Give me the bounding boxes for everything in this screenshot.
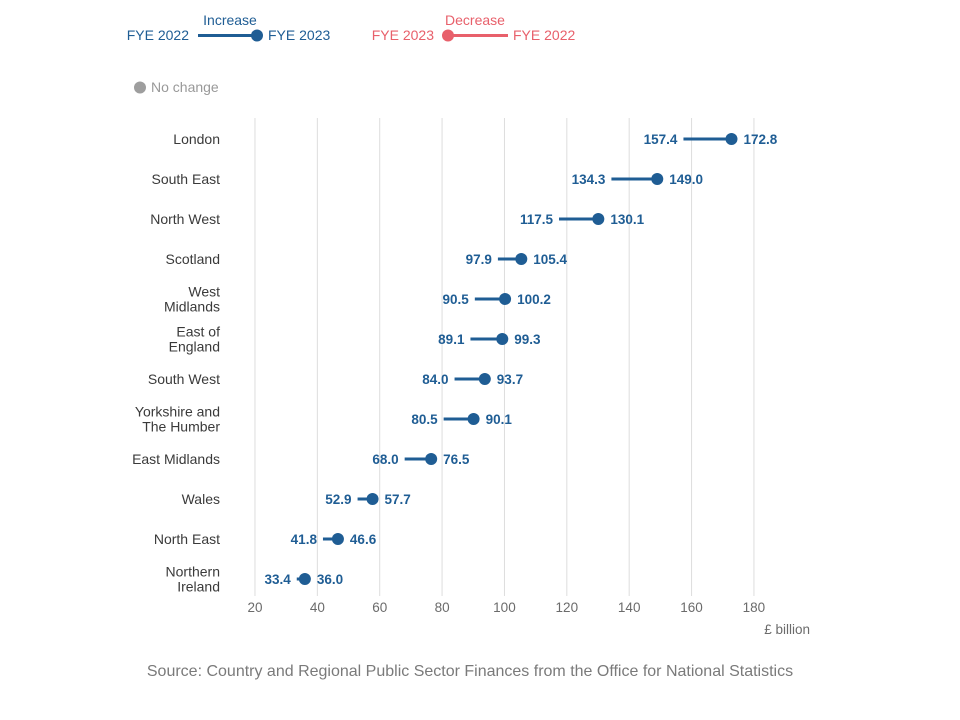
- value-label-fye-2022: 33.4: [264, 572, 291, 587]
- point-fye-2023: [592, 213, 605, 225]
- legend-increase-dot: [251, 29, 263, 42]
- legend: Increase FYE 2022 FYE 2023 Decrease FYE …: [127, 12, 576, 95]
- value-label-fye-2023: 105.4: [533, 252, 567, 267]
- value-label-fye-2022: 157.4: [644, 132, 678, 147]
- category-label: North East: [154, 531, 220, 547]
- chart-marks: 157.4 172.8 134.3 149.0 117.5 130.1 97.9 105.4 9…: [264, 132, 777, 587]
- category-label-line: South East: [152, 171, 221, 187]
- legend-increase-to: FYE 2023: [268, 27, 330, 43]
- legend-decrease-dot: [442, 29, 454, 42]
- legend-no-change-label: No change: [151, 79, 219, 95]
- value-label-fye-2023: 93.7: [497, 372, 523, 387]
- value-label-fye-2023: 57.7: [385, 492, 411, 507]
- legend-decrease-from: FYE 2023: [372, 27, 434, 43]
- category-label-line: East of: [176, 324, 220, 340]
- point-fye-2023: [651, 173, 664, 185]
- value-label-fye-2023: 149.0: [669, 172, 703, 187]
- category-label: Northern Ireland: [166, 564, 220, 595]
- point-fye-2023: [515, 253, 528, 265]
- category-label-line: Wales: [182, 491, 220, 507]
- x-tick-label: 80: [435, 600, 450, 615]
- value-label-fye-2023: 90.1: [486, 412, 513, 427]
- category-label-line: West: [188, 284, 220, 300]
- point-fye-2023: [496, 333, 509, 345]
- point-fye-2023: [725, 133, 738, 145]
- category-label-line: Northern: [166, 564, 220, 580]
- category-label-line: Midlands: [164, 299, 220, 315]
- x-tick-label: 40: [310, 600, 325, 615]
- category-label: West Midlands: [164, 284, 220, 315]
- value-label-fye-2023: 100.2: [517, 292, 551, 307]
- value-label-fye-2022: 84.0: [422, 372, 448, 387]
- category-label: East of England: [169, 324, 220, 355]
- category-label-line: Scotland: [166, 251, 220, 267]
- value-label-fye-2022: 68.0: [372, 452, 398, 467]
- x-tick-label: 60: [372, 600, 387, 615]
- value-label-fye-2022: 90.5: [443, 292, 470, 307]
- category-label: London: [173, 131, 220, 147]
- x-tick-label: 100: [493, 600, 516, 615]
- value-label-fye-2022: 117.5: [520, 212, 554, 227]
- category-label: Wales: [182, 491, 220, 507]
- legend-decrease-title: Decrease: [445, 12, 505, 28]
- value-label-fye-2023: 99.3: [514, 332, 541, 347]
- value-label-fye-2023: 172.8: [743, 132, 777, 147]
- point-fye-2023: [366, 493, 379, 505]
- category-label-line: North East: [154, 531, 220, 547]
- legend-no-change-dot: [134, 81, 146, 94]
- category-label-line: England: [169, 339, 220, 355]
- point-fye-2023: [331, 533, 344, 545]
- point-fye-2023: [425, 453, 438, 465]
- category-label: South East: [152, 171, 221, 187]
- category-label-line: London: [173, 131, 220, 147]
- legend-increase-from: FYE 2022: [127, 27, 189, 43]
- category-label: North West: [150, 211, 220, 227]
- value-label-fye-2022: 52.9: [325, 492, 351, 507]
- x-tick-label: 140: [618, 600, 641, 615]
- legend-increase-title: Increase: [203, 12, 257, 28]
- category-label-line: South West: [148, 371, 220, 387]
- value-label-fye-2022: 41.8: [291, 532, 318, 547]
- point-fye-2023: [478, 373, 491, 385]
- x-axis-ticks: 20 40 60 80 100 120 140 160 180: [247, 600, 765, 615]
- category-label-line: Yorkshire and: [135, 404, 220, 420]
- point-fye-2023: [467, 413, 480, 425]
- x-tick-label: 180: [743, 600, 766, 615]
- source-note: Source: Country and Regional Public Sect…: [147, 663, 793, 680]
- value-label-fye-2023: 130.1: [610, 212, 644, 227]
- x-tick-label: 20: [247, 600, 262, 615]
- category-label-line: Ireland: [177, 579, 220, 595]
- category-label: Scotland: [166, 251, 220, 267]
- point-fye-2023: [499, 293, 512, 305]
- value-label-fye-2022: 134.3: [572, 172, 606, 187]
- category-label-line: North West: [150, 211, 220, 227]
- value-label-fye-2022: 80.5: [411, 412, 438, 427]
- category-label: South West: [148, 371, 220, 387]
- legend-decrease-to: FYE 2022: [513, 27, 575, 43]
- x-axis-title: £ billion: [764, 622, 810, 637]
- value-label-fye-2022: 89.1: [438, 332, 465, 347]
- category-label-line: East Midlands: [132, 451, 220, 467]
- value-label-fye-2023: 46.6: [350, 532, 377, 547]
- value-label-fye-2022: 97.9: [466, 252, 492, 267]
- value-label-fye-2023: 36.0: [317, 572, 343, 587]
- point-fye-2023: [298, 573, 311, 585]
- category-label: East Midlands: [132, 451, 220, 467]
- category-labels: London South East North West Scotland West Mi…: [132, 131, 220, 595]
- value-label-fye-2023: 76.5: [443, 452, 470, 467]
- category-label: Yorkshire and The Humber: [135, 404, 220, 435]
- x-tick-label: 160: [680, 600, 703, 615]
- gridlines: [254, 118, 755, 596]
- category-label-line: The Humber: [142, 419, 220, 435]
- x-tick-label: 120: [556, 600, 579, 615]
